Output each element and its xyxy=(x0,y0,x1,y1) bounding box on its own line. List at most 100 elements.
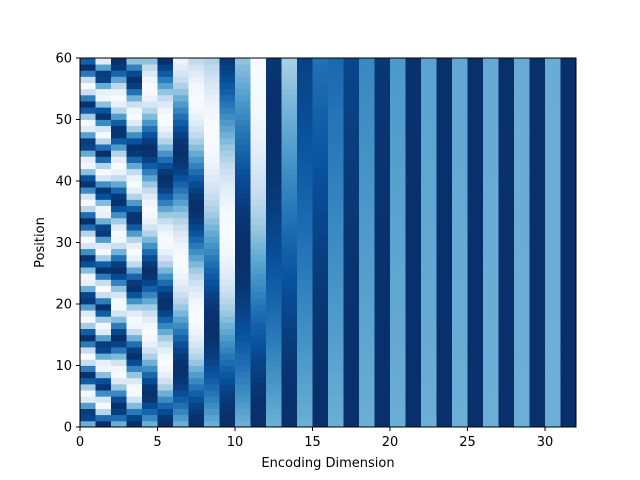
heatmap-cell xyxy=(467,353,484,360)
heatmap-cell xyxy=(498,125,515,133)
heatmap-cell xyxy=(266,82,282,90)
heatmap-cell xyxy=(436,193,453,200)
heatmap-cell xyxy=(266,181,282,188)
heatmap-cell xyxy=(436,88,453,96)
heatmap-cell xyxy=(343,113,360,120)
heatmap-cell xyxy=(467,217,484,225)
heatmap-cell xyxy=(281,334,298,342)
heatmap-cell xyxy=(173,137,189,145)
heatmap-cell xyxy=(188,285,205,293)
heatmap-cell xyxy=(219,254,236,262)
heatmap-cell xyxy=(80,119,96,127)
heatmap-cell xyxy=(405,396,422,403)
heatmap-cell xyxy=(405,408,422,416)
heatmap-cell xyxy=(281,347,298,354)
heatmap-cell xyxy=(266,285,282,293)
heatmap-cell xyxy=(126,119,143,127)
heatmap-cell xyxy=(374,365,391,373)
y-tick-label: 50 xyxy=(55,113,72,128)
heatmap-cell xyxy=(405,236,422,243)
heatmap-cell xyxy=(390,144,406,151)
heatmap-cell xyxy=(157,267,174,274)
heatmap-cell xyxy=(390,205,406,213)
heatmap-cell xyxy=(142,217,158,225)
heatmap-cell xyxy=(421,137,437,145)
heatmap-cell xyxy=(266,279,282,286)
heatmap-cell xyxy=(80,101,96,108)
heatmap-cell xyxy=(80,64,96,71)
heatmap-cell xyxy=(545,137,561,145)
heatmap-cell xyxy=(405,383,422,391)
heatmap-cell xyxy=(219,156,236,163)
heatmap-cell xyxy=(467,156,484,163)
heatmap-cell xyxy=(281,242,298,250)
heatmap-cell xyxy=(188,113,205,120)
heatmap-cell xyxy=(312,414,329,422)
heatmap-cell xyxy=(312,193,329,200)
heatmap-cell xyxy=(421,260,437,268)
heatmap-cell xyxy=(95,260,112,268)
heatmap-cell xyxy=(390,260,406,268)
heatmap-cell xyxy=(467,347,484,354)
heatmap-cell xyxy=(328,144,344,151)
heatmap-cell xyxy=(343,383,360,391)
heatmap-cell xyxy=(529,316,546,323)
heatmap-cell xyxy=(297,248,313,256)
heatmap-cell xyxy=(529,285,546,293)
heatmap-cell xyxy=(514,310,530,317)
heatmap-cell xyxy=(328,297,344,305)
heatmap-cell xyxy=(219,205,236,213)
heatmap-cell xyxy=(328,199,344,206)
heatmap-cell xyxy=(498,254,515,262)
heatmap-cell xyxy=(188,94,205,102)
heatmap-cell xyxy=(126,76,143,83)
heatmap-cell xyxy=(235,402,251,409)
heatmap-cell xyxy=(142,193,158,200)
heatmap-cell xyxy=(250,174,267,182)
heatmap-cell xyxy=(157,101,174,108)
heatmap-cell xyxy=(374,131,391,139)
heatmap-cell xyxy=(452,94,468,102)
heatmap-cell xyxy=(204,390,220,397)
heatmap-cell xyxy=(498,390,515,397)
heatmap-cell xyxy=(343,156,360,163)
heatmap-cell xyxy=(545,408,561,416)
heatmap-cell xyxy=(328,414,344,422)
y-axis-label: Position xyxy=(33,217,48,268)
heatmap-cell xyxy=(343,82,360,90)
heatmap-cell xyxy=(390,199,406,206)
heatmap-cell xyxy=(390,267,406,274)
heatmap-cell xyxy=(545,217,561,225)
heatmap-cell xyxy=(514,377,530,385)
heatmap-cell xyxy=(157,254,174,262)
heatmap-cell xyxy=(405,113,422,120)
heatmap-cell xyxy=(312,224,329,231)
heatmap-cell xyxy=(157,119,174,127)
heatmap-cell xyxy=(405,414,422,422)
heatmap-cell xyxy=(95,347,112,354)
heatmap-cell xyxy=(126,365,143,373)
heatmap-cell xyxy=(281,125,298,133)
heatmap-cell xyxy=(297,304,313,311)
heatmap-cell xyxy=(235,107,251,114)
heatmap-cell xyxy=(343,131,360,139)
heatmap-cell xyxy=(343,371,360,379)
heatmap-cell xyxy=(328,359,344,366)
heatmap-cell xyxy=(483,316,499,323)
heatmap-cell xyxy=(560,107,577,114)
heatmap-cell xyxy=(359,211,375,219)
heatmap-cell xyxy=(529,340,546,348)
heatmap-cell xyxy=(281,76,298,83)
heatmap-cell xyxy=(529,347,546,354)
heatmap-cell xyxy=(374,174,391,182)
heatmap-cell xyxy=(95,211,112,219)
heatmap-cell xyxy=(111,273,127,280)
heatmap-cell xyxy=(204,88,220,96)
heatmap-cell xyxy=(126,328,143,336)
heatmap-cell xyxy=(452,322,468,329)
heatmap-cell xyxy=(529,371,546,379)
heatmap-cell xyxy=(235,414,251,422)
heatmap-cell xyxy=(483,82,499,90)
heatmap-cell xyxy=(281,131,298,139)
heatmap-cell xyxy=(235,260,251,268)
